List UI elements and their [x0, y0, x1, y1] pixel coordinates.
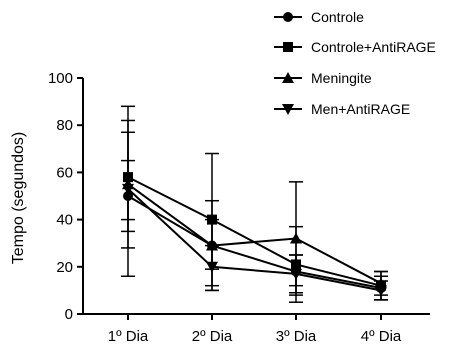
x-tick-label: 3º Dia [276, 328, 317, 345]
series-line [127, 188, 382, 292]
series-2 [121, 105, 388, 303]
series-1 [121, 159, 388, 301]
series-line [127, 183, 382, 285]
y-tick-label: 60 [56, 164, 73, 181]
series-3 [121, 119, 388, 296]
legend-label: Controle [311, 9, 364, 25]
data-point [122, 183, 134, 195]
legend-marker [282, 72, 294, 83]
y-tick-label: 20 [56, 259, 73, 276]
series-4 [121, 131, 388, 301]
y-tick-label: 100 [48, 70, 73, 87]
legend-label: Meningite [311, 70, 372, 86]
y-axis-title: Tempo (segundos) [10, 132, 27, 265]
x-tick-label: 1º Dia [108, 328, 149, 345]
legend-label: Men+AntiRAGE [311, 101, 410, 117]
legend-marker [282, 104, 294, 115]
data-point [290, 268, 302, 280]
plot-area [121, 105, 388, 303]
x-tick-label: 2º Dia [192, 328, 233, 345]
legend-marker [283, 12, 293, 22]
axes: 0 20 40 60 80 100 1º Dia 2º Dia 3º Dia 4º Dia [48, 70, 430, 345]
y-tick-label: 40 [56, 212, 73, 229]
data-point [375, 285, 387, 297]
legend-label: Controle+AntiRAGE [311, 39, 436, 55]
legend-item-4: Men+AntiRAGE [274, 101, 410, 117]
data-point [290, 232, 302, 244]
legend-item-3: Meningite [274, 70, 372, 86]
legend-marker [283, 42, 293, 52]
legend-item-2: Controle+AntiRAGE [274, 39, 436, 55]
data-point [206, 261, 218, 273]
series-line [127, 195, 382, 290]
x-tick-label: 4º Dia [361, 328, 402, 345]
legend-item-1: Controle [274, 9, 364, 25]
y-tick-label: 0 [65, 306, 73, 323]
y-tick-label: 80 [56, 117, 73, 134]
legend: Controle Controle+AntiRAGE Meningite Men+An… [274, 9, 436, 117]
